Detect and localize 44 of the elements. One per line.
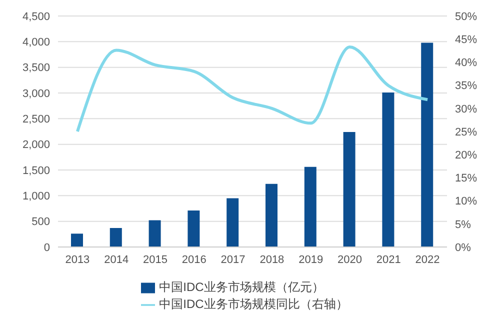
y2-tick-label: 10%: [455, 196, 478, 208]
y-tick-label: 4,500: [22, 10, 50, 23]
y2-tick-label: 30%: [455, 103, 478, 116]
x-tick-label: 2016: [182, 254, 206, 266]
x-tick-label: 2018: [260, 254, 284, 266]
x-tick-label: 2014: [104, 254, 129, 266]
x-tick-label: 2021: [376, 254, 401, 266]
x-tick-label: 2013: [65, 254, 90, 266]
y-tick-label: 2,000: [22, 139, 50, 152]
y2-tick-label: 25%: [455, 126, 478, 138]
y2-tick-label: 40%: [455, 57, 478, 70]
legend-label: 中国IDC业务市场规模（亿元）: [159, 280, 324, 294]
x-tick-label: 2017: [220, 254, 246, 266]
x-tick-label: 2022: [415, 254, 440, 266]
y2-tick-label: 35%: [455, 80, 478, 92]
bar: [110, 228, 122, 247]
y2-tick-label: 5%: [455, 218, 472, 231]
y-tick-label: 3,500: [22, 62, 50, 74]
y2-tick-label: 45%: [455, 34, 478, 46]
y2-tick-label: 15%: [455, 172, 478, 185]
x-tick-label: 2019: [298, 254, 324, 266]
x-tick-label: 2015: [143, 254, 168, 266]
legend-label: 中国IDC业务市场规模同比（右轴）: [159, 297, 348, 311]
y-tick-label: 0: [44, 242, 50, 254]
bar: [226, 198, 239, 247]
y2-tick-label: 20%: [455, 150, 478, 162]
bar: [71, 234, 83, 247]
y2-tick-label: 0%: [455, 242, 472, 254]
bar: [382, 92, 394, 247]
bar: [188, 210, 200, 247]
bar: [343, 132, 356, 247]
bar: [421, 42, 434, 247]
y-tick-label: 1,500: [22, 164, 50, 177]
y-tick-label: 4,000: [22, 36, 50, 49]
y-tick-label: 2,500: [22, 114, 50, 126]
y-tick-label: 1,000: [22, 190, 50, 203]
y2-tick-label: 50%: [455, 10, 478, 23]
y-tick-label: 3,000: [22, 88, 50, 100]
x-tick-label: 2020: [338, 254, 362, 266]
y-tick-label: 500: [32, 216, 50, 228]
bar: [266, 184, 278, 247]
bar: [148, 220, 161, 247]
bar: [304, 166, 316, 247]
line-series: [76, 45, 430, 133]
